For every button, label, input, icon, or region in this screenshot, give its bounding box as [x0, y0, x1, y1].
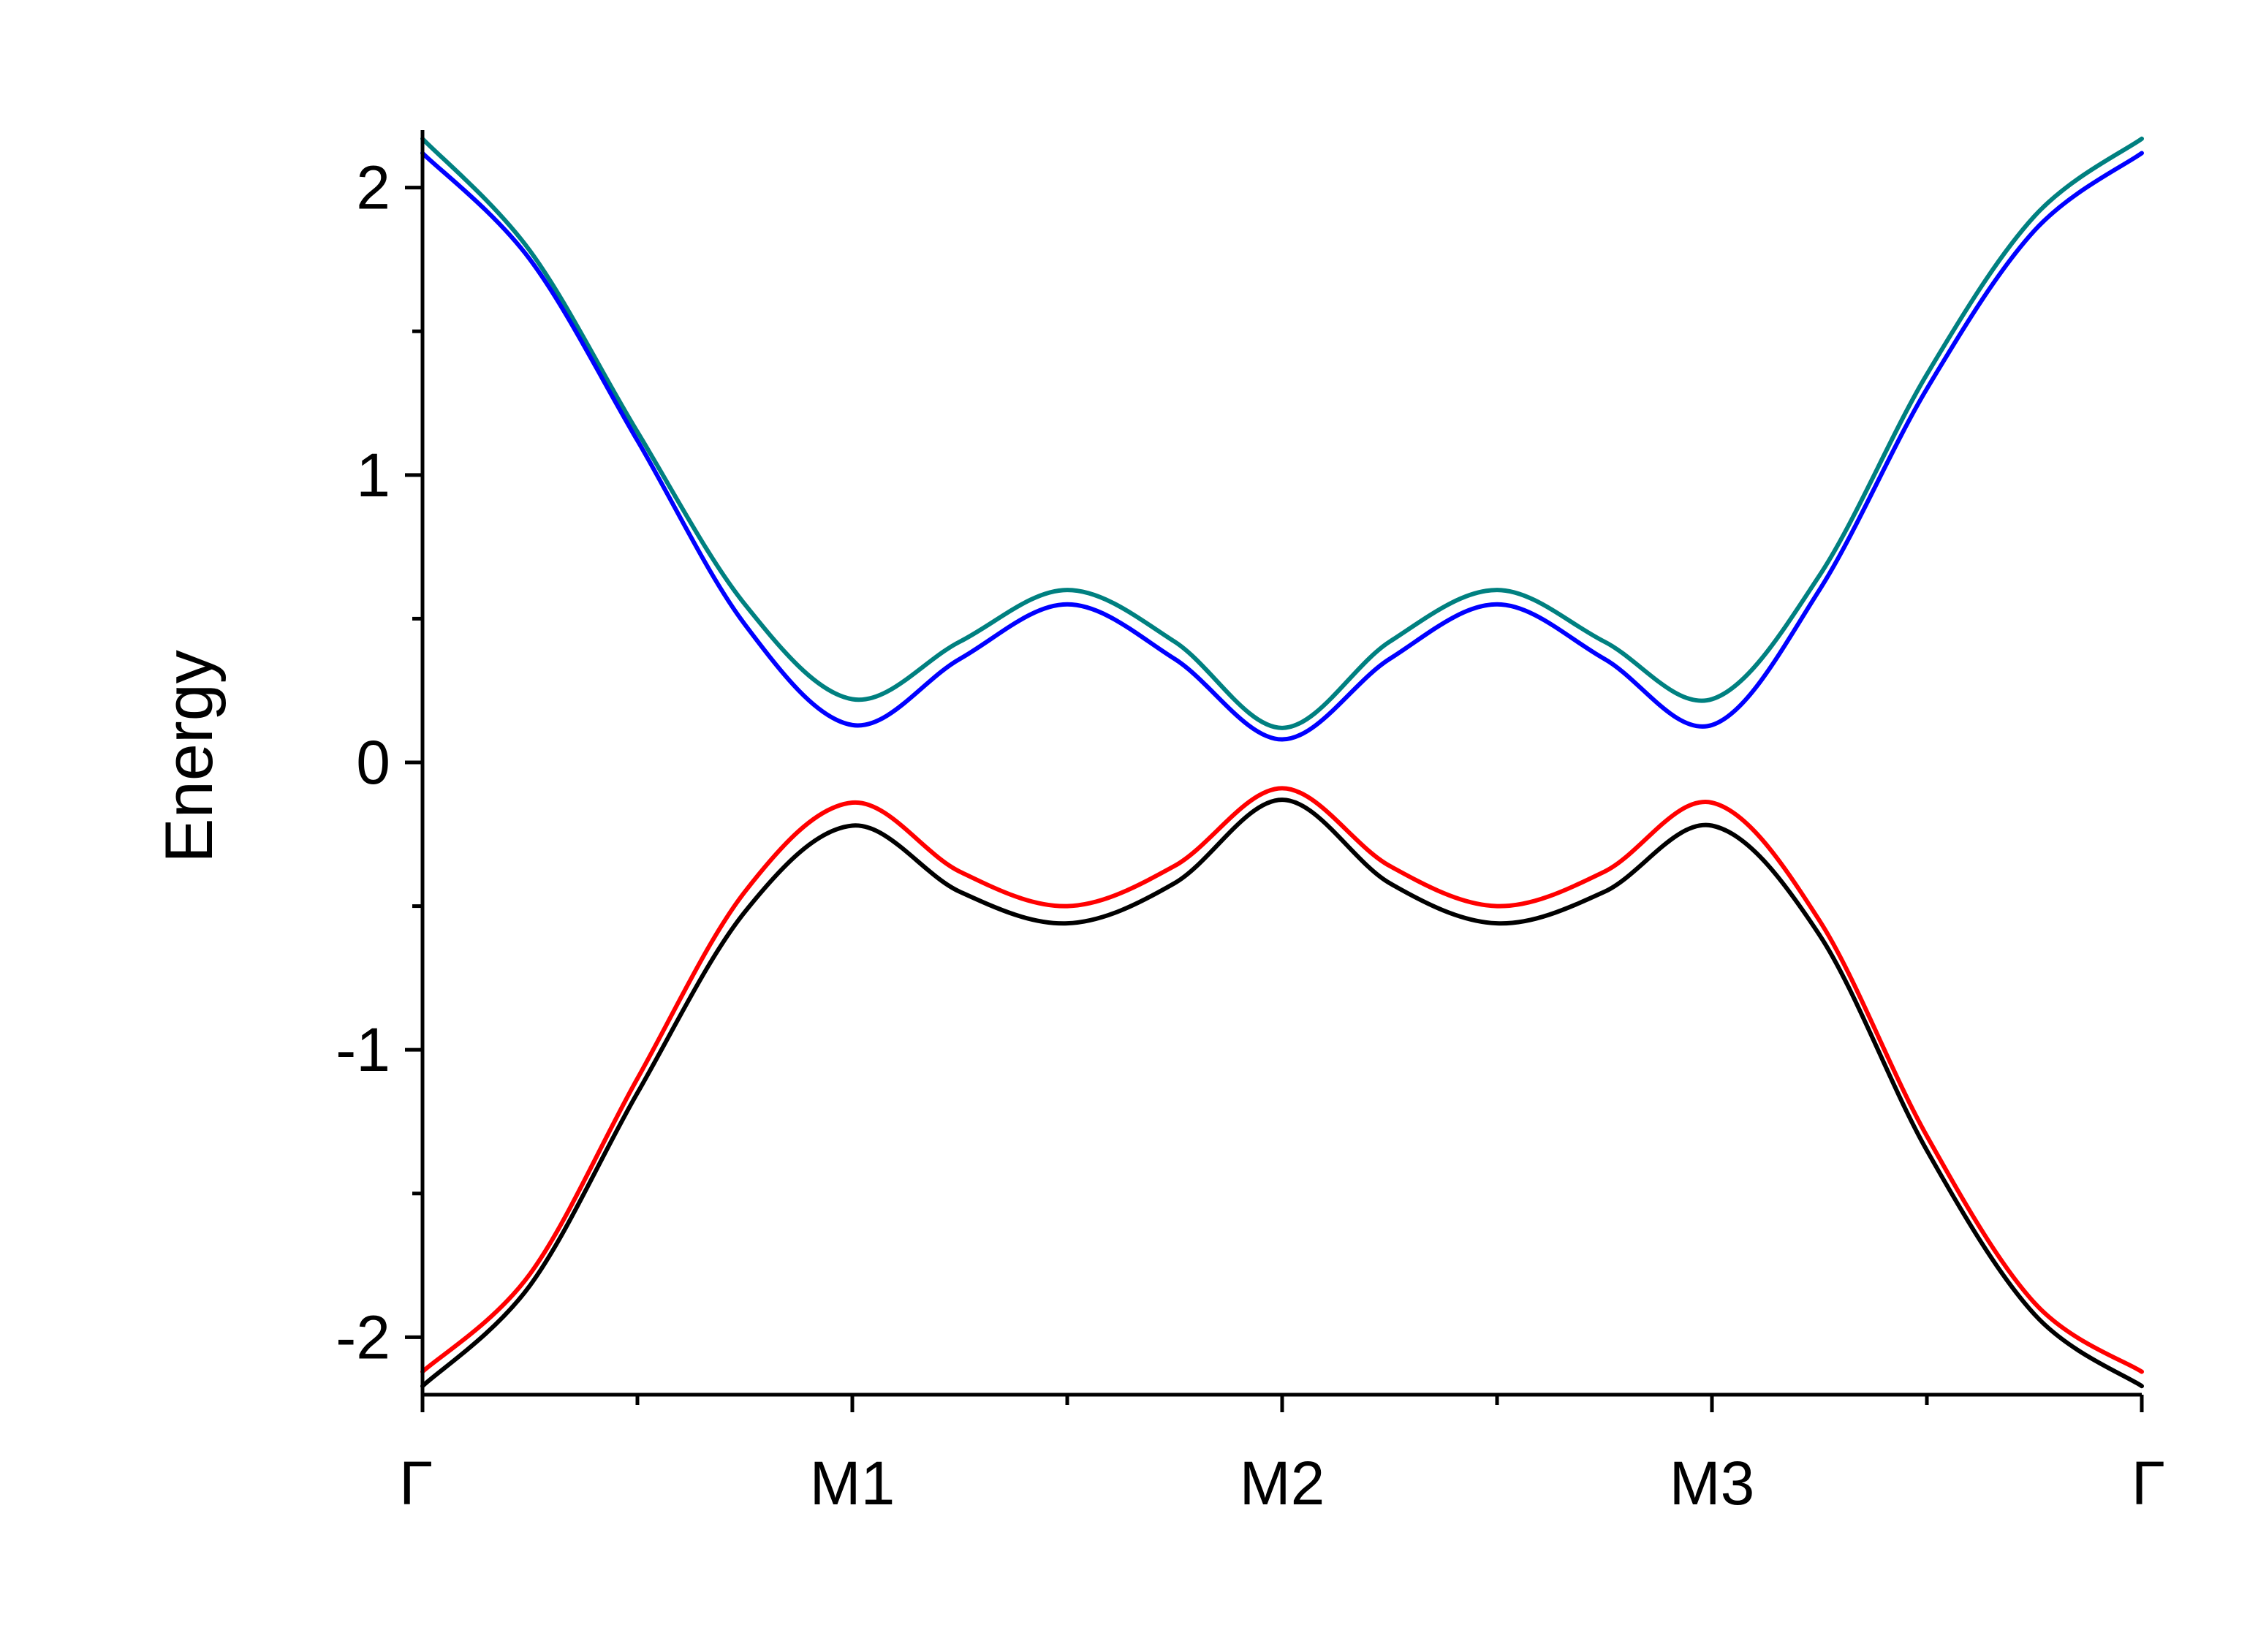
y-tick-label: 1 — [356, 441, 390, 509]
x-tick-label: M3 — [1670, 1449, 1755, 1518]
ticks-layer — [405, 186, 2144, 1412]
series-line-3 — [420, 786, 2144, 1374]
y-tick-label: -1 — [336, 1015, 390, 1084]
y-tick-label: 2 — [356, 154, 390, 222]
y-tick-label: -2 — [336, 1303, 390, 1371]
x-tick-label: Γ — [2132, 1449, 2165, 1518]
y-axis-title: Energy — [152, 650, 227, 863]
x-tick-label: M2 — [1240, 1449, 1325, 1518]
y-tick-label: 0 — [356, 728, 390, 797]
series-line-1 — [420, 136, 2144, 730]
x-tick-label: Γ — [399, 1449, 433, 1518]
x-tick-label: M1 — [810, 1449, 895, 1518]
series-layer — [420, 136, 2144, 1389]
series-line-2 — [420, 151, 2144, 742]
series-line-4 — [420, 797, 2144, 1389]
tick-labels-layer: 2 1 0 -1 -2 Γ M1 M2 M3 Γ — [336, 154, 2165, 1518]
axes-layer — [420, 130, 2142, 1397]
